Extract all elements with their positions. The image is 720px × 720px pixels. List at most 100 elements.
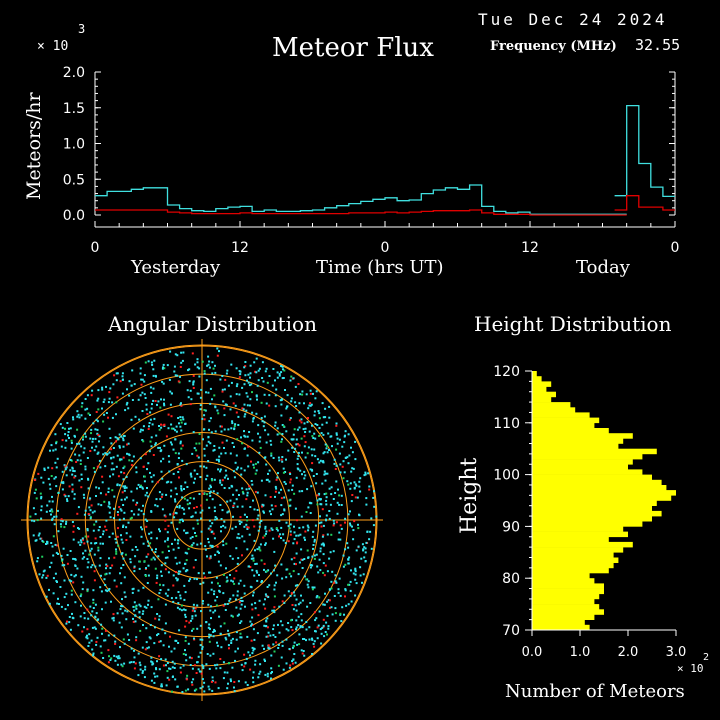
polar-meteor-point — [320, 543, 323, 546]
polar-meteor-point — [68, 579, 71, 582]
polar-meteor-point — [76, 459, 79, 462]
polar-meteor-point — [211, 689, 214, 692]
polar-meteor-point — [63, 464, 66, 467]
polar-meteor-point — [359, 490, 362, 493]
polar-meteor-point — [271, 384, 274, 387]
polar-meteor-point — [219, 425, 222, 428]
polar-meteor-point — [119, 608, 122, 611]
polar-meteor-point — [158, 618, 161, 621]
height-bar — [532, 490, 676, 496]
polar-meteor-point — [107, 491, 110, 493]
polar-meteor-point — [125, 496, 128, 499]
polar-meteor-point — [198, 367, 201, 370]
polar-meteor-point — [84, 465, 87, 468]
polar-meteor-point — [214, 681, 217, 684]
polar-meteor-point — [289, 533, 292, 536]
polar-meteor-point — [327, 625, 330, 628]
polar-meteor-point — [80, 486, 83, 489]
polar-meteor-point — [98, 440, 100, 443]
polar-meteor-point — [150, 531, 153, 534]
polar-meteor-point — [176, 505, 179, 508]
polar-meteor-point — [264, 543, 267, 546]
polar-meteor-point — [173, 662, 176, 665]
polar-meteor-point — [93, 626, 96, 629]
polar-meteor-point — [335, 521, 338, 524]
polar-meteor-point — [200, 530, 203, 533]
polar-meteor-point — [134, 546, 137, 548]
polar-meteor-point — [149, 440, 152, 443]
polar-meteor-point — [171, 660, 174, 663]
polar-meteor-point — [83, 496, 86, 499]
polar-meteor-point — [83, 612, 86, 614]
polar-meteor-point — [164, 632, 167, 635]
polar-meteor-point — [257, 529, 260, 532]
height-distribution-chart: Height Distribution Height Number of Met… — [457, 312, 709, 702]
polar-meteor-point — [74, 574, 77, 577]
polar-meteor-point — [85, 636, 88, 639]
polar-meteor-point — [132, 605, 135, 608]
polar-meteor-point — [280, 656, 283, 659]
polar-meteor-point — [180, 489, 183, 492]
polar-meteor-point — [298, 633, 301, 636]
polar-meteor-point — [237, 415, 240, 418]
polar-meteor-point — [143, 475, 146, 478]
polar-meteor-point — [246, 519, 249, 522]
polar-meteor-point — [217, 412, 220, 415]
polar-meteor-point — [249, 404, 251, 407]
polar-meteor-point — [167, 537, 169, 540]
polar-meteor-point — [124, 553, 127, 556]
polar-meteor-point — [217, 560, 220, 563]
polar-meteor-point — [319, 550, 322, 553]
polar-meteor-point — [107, 416, 109, 419]
polar-meteor-point — [92, 422, 95, 425]
polar-meteor-point — [316, 424, 319, 426]
polar-meteor-point — [108, 391, 111, 394]
polar-meteor-point — [120, 663, 123, 666]
polar-meteor-point — [122, 439, 125, 442]
polar-meteor-point — [194, 607, 197, 610]
polar-meteor-point — [366, 530, 369, 533]
flux-x-tick-label: 0 — [91, 240, 100, 256]
polar-meteor-point — [278, 519, 281, 522]
polar-meteor-point — [80, 575, 83, 578]
polar-meteor-point — [323, 635, 326, 638]
polar-meteor-point — [265, 478, 268, 481]
polar-meteor-point — [347, 562, 350, 565]
polar-meteor-point — [205, 391, 207, 394]
polar-meteor-point — [196, 519, 199, 522]
polar-meteor-point — [194, 614, 197, 617]
polar-meteor-point — [170, 521, 173, 524]
polar-meteor-point — [252, 416, 255, 419]
polar-meteor-point — [80, 473, 83, 476]
polar-meteor-point — [180, 447, 183, 450]
polar-meteor-point — [243, 430, 245, 433]
polar-meteor-point — [365, 541, 368, 544]
polar-meteor-point — [199, 542, 202, 545]
polar-meteor-point — [307, 580, 310, 583]
polar-meteor-point — [295, 598, 298, 601]
polar-meteor-point — [70, 459, 73, 462]
polar-meteor-point — [351, 494, 354, 496]
polar-meteor-point — [221, 479, 224, 482]
polar-meteor-point — [155, 581, 158, 584]
polar-meteor-point — [241, 669, 244, 672]
polar-meteor-point — [314, 455, 317, 458]
polar-meteor-point — [106, 565, 109, 568]
polar-meteor-point — [184, 481, 187, 484]
polar-meteor-point — [359, 477, 362, 480]
polar-meteor-point — [161, 367, 164, 370]
polar-meteor-point — [167, 524, 170, 527]
polar-meteor-point — [345, 604, 348, 607]
polar-meteor-point — [240, 636, 243, 639]
polar-meteor-point — [126, 443, 128, 446]
polar-meteor-point — [294, 507, 297, 510]
polar-meteor-point — [211, 530, 214, 533]
flux-y-axis-title: Meteors/hr — [23, 92, 45, 200]
polar-meteor-point — [174, 429, 177, 432]
polar-meteor-point — [327, 627, 330, 630]
polar-meteor-point — [149, 418, 152, 421]
polar-meteor-point — [100, 590, 103, 593]
polar-meteor-point — [301, 451, 303, 454]
polar-meteor-point — [152, 387, 155, 390]
polar-meteor-point — [74, 435, 76, 438]
